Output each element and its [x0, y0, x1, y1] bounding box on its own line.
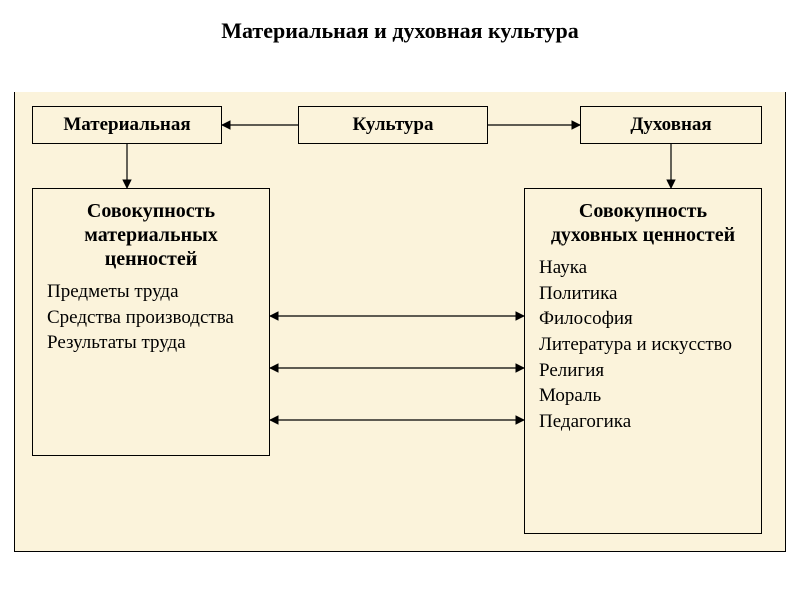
list-item: Литература и искусство — [539, 332, 747, 358]
node-culture-label: Культура — [353, 114, 434, 136]
list-item: Наука — [539, 255, 747, 281]
node-spiritual: Духовная — [580, 106, 762, 144]
node-material-values: Совокупность материальных ценностей Пред… — [32, 188, 270, 456]
material-values-heading: Совокупность материальных ценностей — [47, 199, 255, 271]
node-spiritual-label: Духовная — [630, 114, 711, 136]
list-item: Политика — [539, 281, 747, 307]
page-title: Материальная и духовная культура — [0, 18, 800, 44]
list-item: Педагогика — [539, 409, 747, 435]
node-spiritual-values: Совокупность духовных ценностей НаукаПол… — [524, 188, 762, 534]
spiritual-values-heading: Совокупность духовных ценностей — [539, 199, 747, 247]
list-item: Мораль — [539, 383, 747, 409]
list-item: Философия — [539, 306, 747, 332]
node-culture: Культура — [298, 106, 488, 144]
node-material-label: Материальная — [63, 114, 190, 136]
list-item: Религия — [539, 358, 747, 384]
spiritual-values-list: НаукаПолитикаФилософияЛитература и искус… — [539, 255, 747, 434]
node-material: Материальная — [32, 106, 222, 144]
material-values-list: Предметы трудаСредства производстваРезул… — [47, 279, 255, 356]
list-item: Средства производства — [47, 305, 255, 331]
list-item: Предметы труда — [47, 279, 255, 305]
list-item: Результаты труда — [47, 330, 255, 356]
